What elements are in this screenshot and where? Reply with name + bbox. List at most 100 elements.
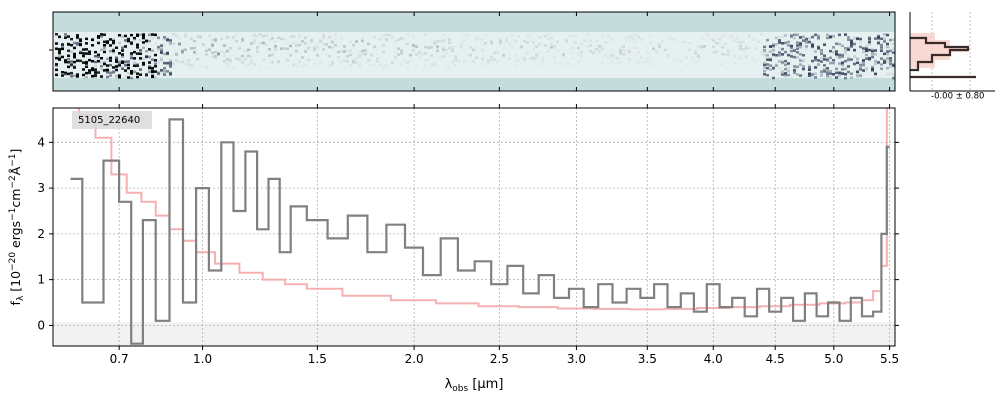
spectrum-2d-pixel xyxy=(652,47,655,50)
spectrum-2d-pixel xyxy=(226,36,229,39)
spectrum-2d-pixel xyxy=(700,46,703,49)
spectrum-2d-pixel xyxy=(154,42,157,45)
spectrum-2d-pixel xyxy=(343,49,346,52)
spectrum-2d-pixel xyxy=(832,35,835,39)
spectrum-2d-pixel xyxy=(871,48,874,51)
spectrum-2d-pixel xyxy=(157,45,160,49)
spectrum-2d-pixel xyxy=(859,41,862,44)
spectrum-2d-pixel xyxy=(322,42,325,45)
spectrum-2d-pixel xyxy=(823,43,826,46)
spectrum-2d-pixel xyxy=(814,76,817,79)
spectrum-2d-pixel xyxy=(163,73,166,76)
spectrum-2d-pixel xyxy=(793,33,796,37)
spectrum-2d-pixel xyxy=(577,60,580,64)
spectrum-2d-pixel xyxy=(421,53,424,56)
spectrum-2d-pixel xyxy=(397,53,400,56)
spectrum-2d-pixel xyxy=(826,36,829,40)
spectrum-2d-pixel xyxy=(511,34,514,37)
spectrum-2d-pixel xyxy=(679,59,682,63)
spectrum-2d-pixel xyxy=(217,53,220,56)
spectrum-2d-pixel xyxy=(172,33,175,36)
spectrum-2d-pixel xyxy=(745,44,748,47)
spectrum-2d-pixel xyxy=(703,65,706,68)
spectrum-2d-pixel xyxy=(205,53,208,56)
spectrum-2d-pixel xyxy=(577,65,580,68)
spectrum-2d-pixel xyxy=(73,66,76,69)
spectrum-2d-pixel xyxy=(784,63,787,67)
spectrum-2d-pixel xyxy=(376,59,379,63)
spectrum-2d-pixel xyxy=(154,59,157,62)
spectrum-2d-pixel xyxy=(349,40,352,44)
spectrum-2d-pixel xyxy=(223,51,226,54)
spectrum-2d-pixel xyxy=(751,58,754,61)
spectrum-2d-pixel xyxy=(595,62,598,65)
spectrum-2d-pixel xyxy=(784,41,787,45)
spectrum-2d-pixel xyxy=(886,45,889,49)
spectrum-2d-pixel xyxy=(400,49,403,53)
spectrum-2d-pixel xyxy=(274,48,277,51)
spectrum-2d-pixel xyxy=(187,63,190,66)
spectrum-2d-pixel xyxy=(361,52,364,56)
spectrum-2d-pixel xyxy=(847,36,850,39)
spectrum-2d-pixel xyxy=(784,74,787,77)
x-tick-label: 1.0 xyxy=(193,352,212,366)
spectrum-2d-pixel xyxy=(295,43,298,46)
spectrum-2d-pixel xyxy=(634,46,637,49)
spectrum-2d-pixel xyxy=(850,76,853,79)
spectrum-2d-pixel xyxy=(865,48,868,52)
spectrum-2d-pixel xyxy=(385,64,388,67)
spectrum-2d-pixel xyxy=(466,54,469,57)
spectrum-2d-pixel xyxy=(340,49,343,53)
spectrum-2d-pixel xyxy=(109,49,112,53)
spectrum-2d-pixel xyxy=(628,49,631,52)
spectrum-2d-pixel xyxy=(565,38,568,42)
spectrum-2d-pixel xyxy=(349,64,352,67)
spectrum-2d-pixel xyxy=(850,72,853,75)
spectrum-2d-pixel xyxy=(175,50,178,54)
spectrum-2d-pixel xyxy=(343,50,346,53)
spectrum-2d-pixel xyxy=(346,49,349,53)
spectrum-2d-pixel xyxy=(268,38,271,42)
spectrum-2d-pixel xyxy=(100,61,103,64)
spectrum-2d-pixel xyxy=(400,37,403,40)
spectrum-2d-pixel xyxy=(460,38,463,41)
spectrum-2d-pixel xyxy=(658,43,661,46)
spectrum-2d-pixel xyxy=(286,47,289,51)
spectrum-2d-pixel xyxy=(862,47,865,50)
spectrum-2d-pixel xyxy=(454,55,457,58)
spectrum-2d-pixel xyxy=(190,47,193,50)
spectrum-2d-pixel xyxy=(511,40,514,43)
spectrum-2d-pixel xyxy=(469,60,472,63)
x-tick-label: 2.0 xyxy=(405,352,424,366)
x-tick-label: 2.5 xyxy=(490,352,509,366)
spectrum-2d-pixel xyxy=(259,68,262,71)
spectrum-2d-pixel xyxy=(619,61,622,64)
spectrum-2d-pixel xyxy=(175,53,178,56)
spectrum-2d-pixel xyxy=(676,60,679,63)
spectrum-2d-pixel xyxy=(805,41,808,44)
spectrum-2d-pixel xyxy=(121,46,124,49)
spectrum-2d-pixel xyxy=(55,42,58,45)
spectrum-2d-pixel xyxy=(661,39,664,43)
spectrum-2d-pixel xyxy=(682,40,685,43)
spectrum-2d-pixel xyxy=(652,47,655,51)
spectrum-2d-pixel xyxy=(859,64,862,67)
spectrum-2d-pixel xyxy=(217,52,220,56)
spectrum-2d-pixel xyxy=(397,47,400,50)
spectrum-2d-pixel xyxy=(250,61,253,65)
spectrum-2d-pixel xyxy=(271,37,274,40)
spectrum-2d-pixel xyxy=(97,60,100,63)
spectrum-2d-pixel xyxy=(619,49,622,52)
spectrum-2d-pixel xyxy=(811,35,814,39)
spectrum-2d-pixel xyxy=(145,55,148,59)
spectrum-2d-pixel xyxy=(802,65,805,68)
spectrum-2d-pixel xyxy=(730,35,733,38)
spectrum-2d-pixel xyxy=(118,76,121,79)
spectrum-2d-pixel xyxy=(658,45,661,49)
spectrum-2d-pixel xyxy=(868,39,871,42)
spectrum-2d-pixel xyxy=(361,39,364,43)
spectrum-2d-pixel xyxy=(187,67,190,70)
spectrum-2d-pixel xyxy=(424,45,427,49)
x-tick-label: 5.5 xyxy=(880,352,899,366)
spectrum-2d-pixel xyxy=(106,40,109,43)
